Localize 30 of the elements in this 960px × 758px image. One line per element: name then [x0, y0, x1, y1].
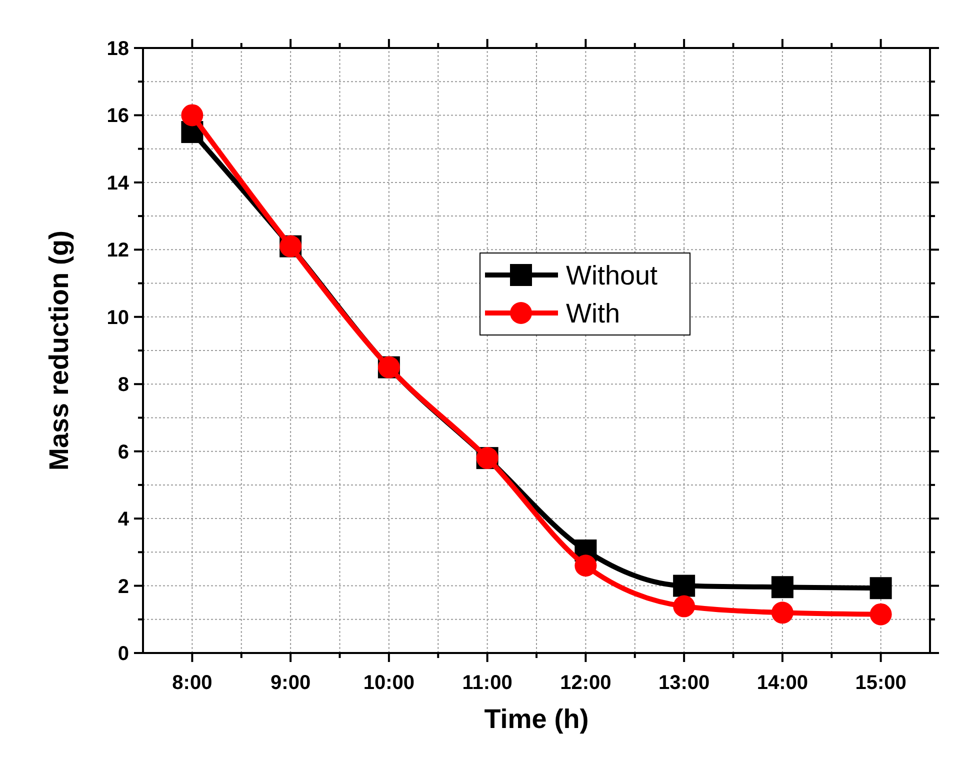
point [870, 577, 892, 600]
point [673, 595, 696, 618]
point [771, 576, 794, 598]
y-tick-label: 16 [106, 105, 129, 128]
point [574, 554, 597, 577]
y-tick-label: 8 [118, 374, 129, 396]
legend-label: With [566, 298, 620, 328]
x-tick-label: 15:00 [855, 672, 906, 694]
point [771, 602, 794, 624]
y-tick-label: 10 [106, 306, 129, 329]
x-axis-title: Time (h) [484, 704, 589, 734]
x-tick-label: 12:00 [560, 672, 612, 694]
x-tick-label: 11:00 [462, 672, 512, 694]
y-tick-label: 4 [118, 508, 130, 531]
y-tick-label: 12 [106, 240, 129, 262]
point [673, 574, 696, 597]
y-tick-label: 6 [118, 441, 129, 464]
y-axis-title: Mass reduction (g) [44, 230, 74, 471]
y-tick-label: 14 [106, 172, 130, 194]
x-tick-label: 9:00 [270, 672, 311, 694]
x-tick-label: 8:00 [172, 672, 212, 694]
point [181, 104, 204, 126]
x-tick-label: 14:00 [756, 672, 808, 694]
point [870, 603, 892, 626]
y-tick-label: 0 [118, 643, 129, 665]
y-tick-label: 18 [106, 38, 129, 60]
legend-label: Without [566, 260, 658, 290]
x-tick-label: 10:00 [363, 672, 415, 694]
y-tick-label: 2 [118, 576, 129, 598]
x-tick-label: 13:00 [658, 672, 710, 694]
